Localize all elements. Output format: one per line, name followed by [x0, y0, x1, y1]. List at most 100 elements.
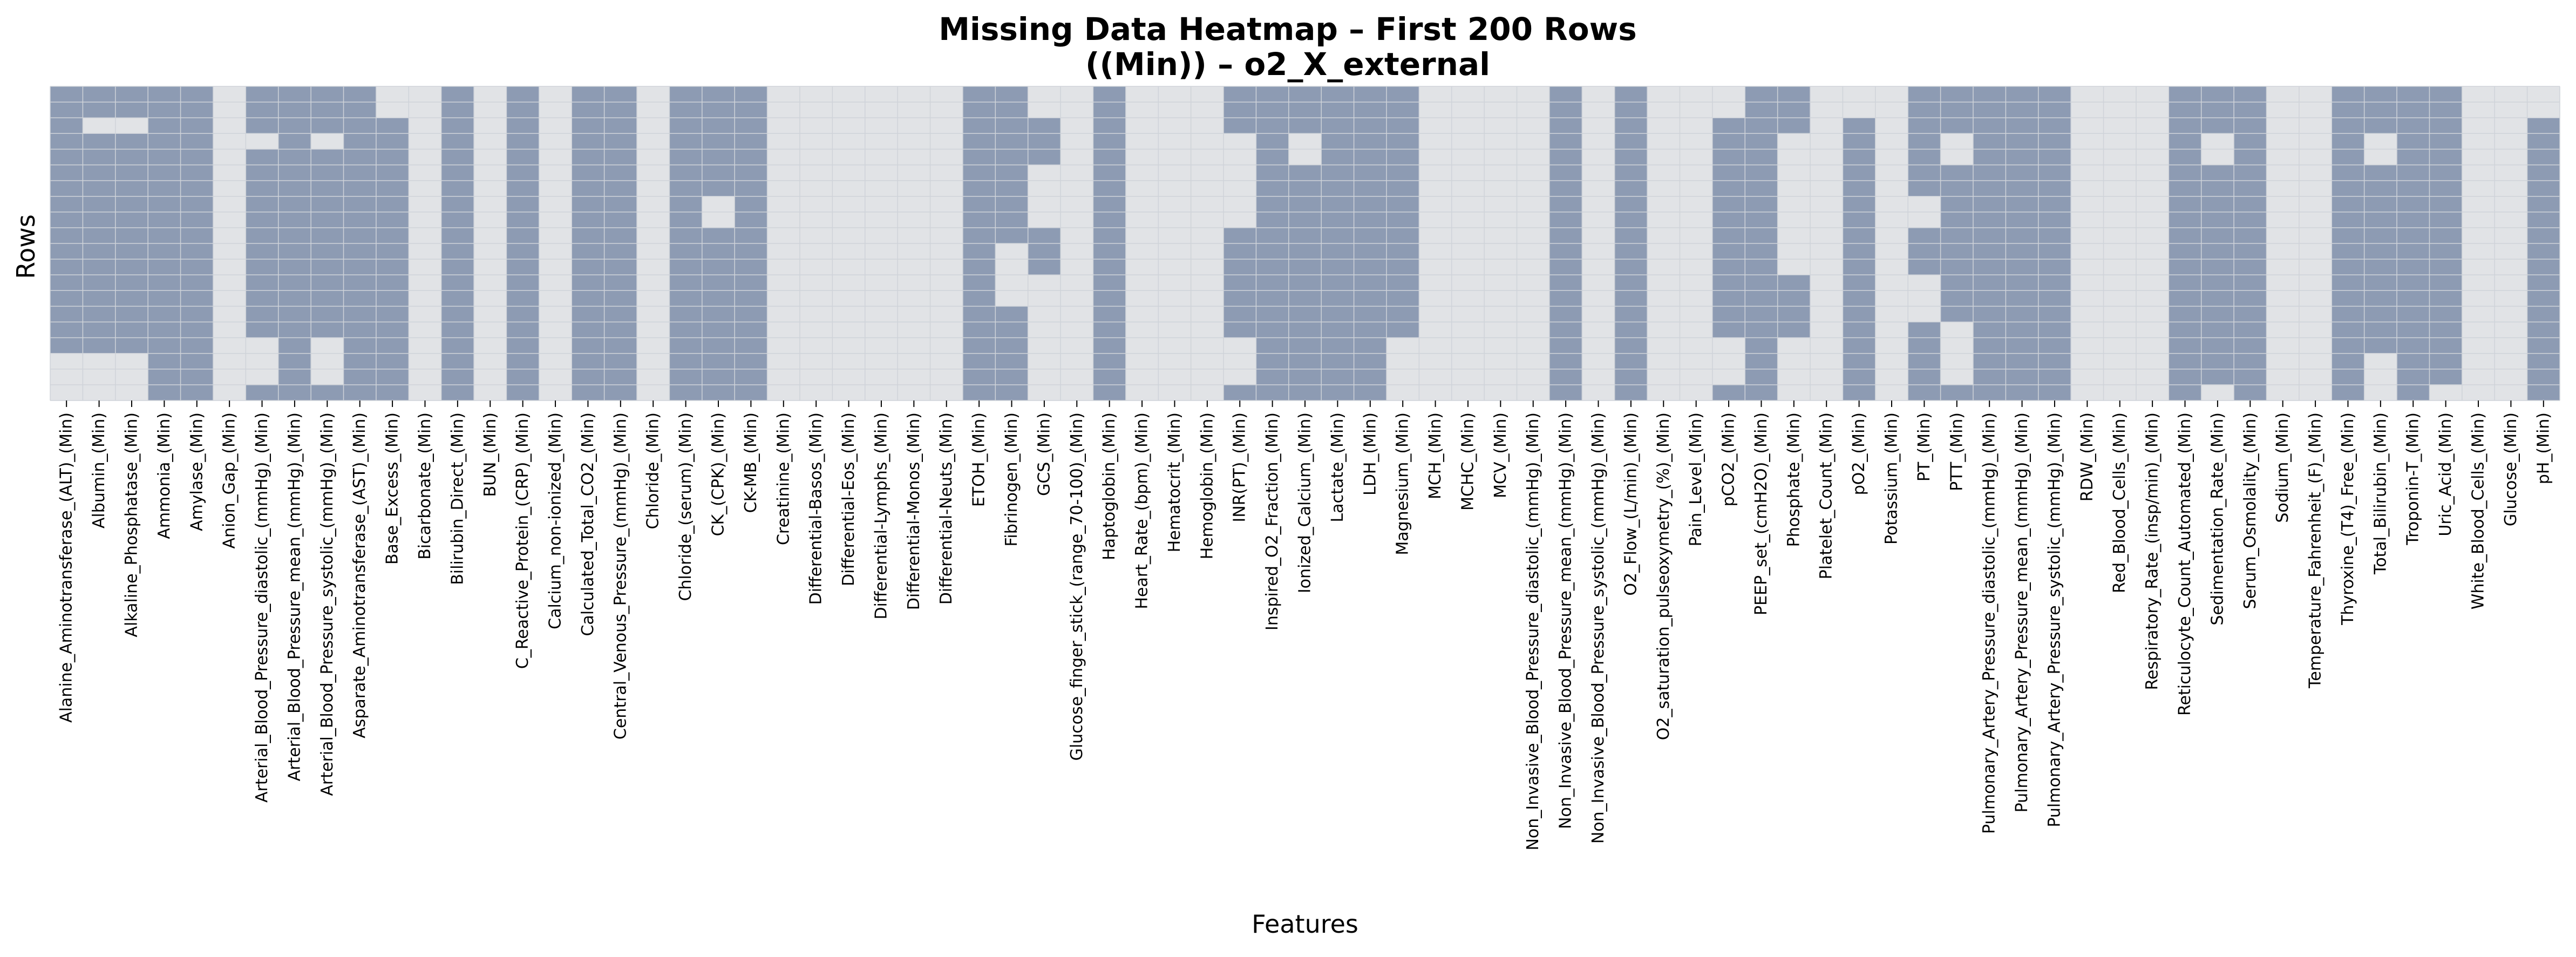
- x-tick-label: pO2_(Min): [1850, 412, 1868, 495]
- x-tick-label: Pulmonary_Artery_Pressure_mean_(mmHg)_(M…: [2013, 412, 2031, 812]
- x-tick-label: GCS_(Min): [1035, 412, 1053, 496]
- x-tick-label: Alanine_Aminotransferase_(ALT)_(Min): [57, 412, 76, 723]
- x-tick-label: Heart_Rate_(bpm)_(Min): [1133, 412, 1152, 609]
- x-tick-label: PEEP_set_(cmH2O)_(Min): [1752, 412, 1771, 615]
- x-tick-label: Calcium_non-ionized_(Min): [546, 412, 565, 629]
- x-tick-label: O2_Flow_(L/min)_(Min): [1621, 412, 1640, 596]
- y-axis-label: Rows: [11, 214, 40, 279]
- x-tick-label: Pulmonary_Artery_Pressure_diastolic_(mmH…: [1980, 412, 1999, 834]
- heatmap-cell-present: [702, 86, 735, 196]
- x-tick-label: PT_(Min): [1915, 412, 1934, 481]
- x-tick-label: Inspired_O2_Fraction_(Min): [1263, 412, 1282, 630]
- heatmap-cell-present: [246, 86, 278, 134]
- x-tick-label: O2_saturation_pulseoxymetry_(%)_(Min): [1654, 412, 1673, 740]
- x-tick-label: Calculated_Total_CO2_(Min): [579, 412, 597, 636]
- x-tick-label: CK_(CPK)_(Min): [709, 412, 728, 536]
- x-tick-label: Fibrinogen_(Min): [1002, 412, 1021, 547]
- chart-subtitle: ((Min)) – o2_X_external: [1085, 46, 1490, 83]
- x-tick-label: Haptoglobin_(Min): [1100, 412, 1119, 560]
- x-tick-label: MCV_(Min): [1491, 412, 1510, 498]
- x-tick-label: Lactate_(Min): [1328, 412, 1347, 522]
- x-tick-label: Differential-Neuts_(Min): [937, 412, 956, 605]
- x-tick-label: Differential-Lymphs_(Min): [872, 412, 891, 620]
- heatmap-cell-present: [702, 227, 735, 401]
- x-tick-label: Potassium_(Min): [1882, 412, 1901, 545]
- heatmap-cell-present: [1224, 227, 1256, 338]
- x-tick-label: C_Reactive_Protein_(CRP)_(Min): [513, 412, 532, 669]
- heatmap-cell-present: [50, 86, 83, 354]
- heatmap-cell-present: [1940, 384, 1973, 401]
- x-tick-label: Thyroxine_(T4)_Free_(Min): [2339, 412, 2357, 626]
- x-tick-label: Amylase_(Min): [187, 412, 206, 531]
- x-tick-label: Arterial_Blood_Pressure_mean_(mmHg)_(Min…: [285, 412, 304, 781]
- heatmap-cell-present: [1940, 86, 1973, 134]
- x-tick-label: Respiratory_Rate_(insp/min)_(Min): [2143, 412, 2162, 690]
- x-tick-label: CK-MB_(Min): [742, 412, 760, 513]
- x-tick-label: Non_Invasive_Blood_Pressure_mean_(mmHg)_…: [1557, 412, 1575, 829]
- x-tick-label: Differential-Eos_(Min): [839, 412, 858, 586]
- x-tick-label: Sedimentation_Rate_(Min): [2208, 412, 2227, 626]
- heatmap-cell-present: [1028, 227, 1061, 275]
- heatmap-cell-present: [1908, 322, 1941, 401]
- x-tick-label: INR(PT)_(Min): [1231, 412, 1249, 522]
- x-tick-label: Chloride_(Min): [644, 412, 663, 529]
- x-tick-label: Total_Bilirubin_(Min): [2371, 412, 2390, 575]
- x-tick-label: RDW_(Min): [2078, 412, 2097, 501]
- x-tick-label: Anion_Gap_(Min): [220, 412, 239, 549]
- x-tick-label: Hematocrit_(Min): [1165, 412, 1184, 552]
- x-tick-label: Creatinine_(Min): [774, 412, 793, 545]
- heatmap-cell-present: [1908, 86, 1941, 196]
- heatmap-cell-present: [246, 384, 278, 401]
- x-tick-label: MCHC_(Min): [1458, 412, 1477, 511]
- x-tick-label: Serum_Osmolality_(Min): [2241, 412, 2260, 609]
- x-tick-label: Asparate_Aminotransferase_(AST)_(Min): [350, 412, 369, 738]
- x-tick-label: Non_Invasive_Blood_Pressure_systolic_(mm…: [1589, 412, 1608, 844]
- heatmap-cell-present: [1288, 86, 1322, 134]
- x-tick-label: Alkaline_Phosphatase_(Min): [122, 412, 141, 637]
- heatmap-cell-present: [1224, 86, 1256, 134]
- x-tick-label: Sodium_(Min): [2273, 412, 2292, 523]
- x-tick-label: Reticulocyte_Count_Automated_(Min): [2176, 412, 2194, 716]
- heatmap-cell-present: [2364, 86, 2397, 134]
- x-tick-label: Albumin_(Min): [90, 412, 108, 528]
- x-tick-label: Bicarbonate_(Min): [416, 412, 434, 560]
- x-tick-label: Ammonia_(Min): [155, 412, 174, 539]
- heatmap-cell-present: [1028, 118, 1061, 165]
- x-tick-label: Arterial_Blood_Pressure_diastolic_(mmHg)…: [253, 412, 271, 803]
- x-tick-label: Pain_Level_(Min): [1687, 412, 1705, 546]
- x-tick-label: Phosphate_(Min): [1784, 412, 1803, 547]
- x-tick-label: Hemoglobin_(Min): [1198, 412, 1216, 559]
- chart-title: Missing Data Heatmap – First 200 Rows: [939, 11, 1637, 47]
- x-tick-label: PTT_(Min): [1947, 412, 1966, 491]
- x-axis-label: Features: [1252, 910, 1358, 939]
- x-tick-label: Magnesium_(Min): [1394, 412, 1412, 555]
- x-tick-label: Glucose_(Min): [2502, 412, 2520, 526]
- x-tick-label: Platelet_Count_(Min): [1817, 412, 1836, 579]
- heatmap-cell-present: [311, 86, 344, 134]
- x-tick-label: BUN_(Min): [481, 412, 500, 497]
- x-tick-label: Glucose_finger_stick_(range_70-100)_(Min…: [1068, 412, 1086, 761]
- x-tick-label: White_Blood_Cells_(Min): [2469, 412, 2488, 609]
- x-tick-label: Chloride_(serum)_(Min): [676, 412, 695, 601]
- x-tick-label: Red_Blood_Cells_(Min): [2110, 412, 2129, 593]
- heatmap-cell-present: [1288, 165, 1322, 401]
- x-tick-label: Central_Venous_Pressure_(mmHg)_(Min): [611, 412, 630, 739]
- heatmap-cell-present: [1777, 86, 1811, 134]
- heatmap-cell-present: [2201, 86, 2234, 134]
- x-tick-label: Ionized_Calcium_(Min): [1296, 412, 1315, 593]
- x-tick-label: Bilirubin_Direct_(Min): [448, 412, 467, 585]
- x-tick-label: Temperature_Fahrenheit_(F)_(Min): [2306, 412, 2325, 689]
- x-axis-tick-labels: Alanine_Aminotransferase_(ALT)_(Min) Albu…: [57, 412, 2553, 851]
- x-tick-label: Arterial_Blood_Pressure_systolic_(mmHg)_…: [318, 412, 337, 796]
- heatmap-gridlines: [50, 86, 2560, 401]
- x-tick-label: Non_Invasive_Blood_Pressure_diastolic_(m…: [1524, 412, 1542, 851]
- x-tick-label: Pulmonary_Artery_Pressure_systolic_(mmHg…: [2045, 412, 2064, 827]
- x-tick-label: Uric_Acid_(Min): [2436, 412, 2455, 537]
- x-tick-label: Base_Excess_(Min): [383, 412, 402, 565]
- x-tick-label: Troponin-T_(Min): [2404, 412, 2423, 546]
- heatmap-cell-present: [1712, 384, 1745, 401]
- x-tick-label: MCH_(Min): [1426, 412, 1445, 499]
- heatmap-cell-present: [2429, 86, 2462, 385]
- x-tick-label: pH_(Min): [2534, 412, 2553, 484]
